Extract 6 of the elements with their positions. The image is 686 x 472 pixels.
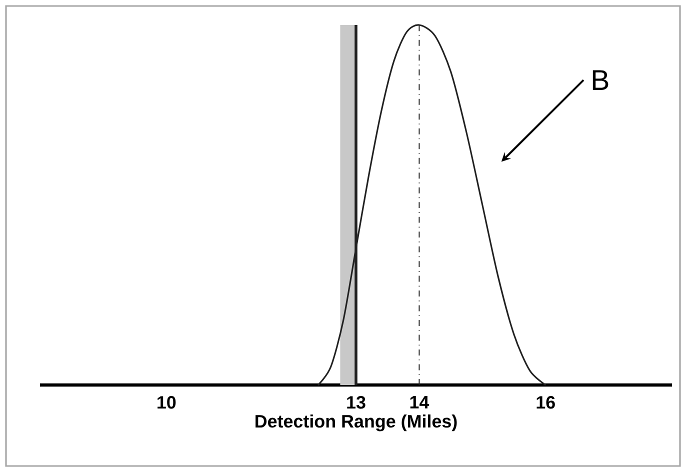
x-tick-label: 16 [536,396,555,409]
x-tick-label: 13 [347,396,366,409]
x-axis-title: Detection Range (Miles) [256,414,457,432]
x-tick-label: 10 [158,396,176,409]
x-tick-label: 14 [410,396,430,408]
annotation: B [592,70,608,90]
